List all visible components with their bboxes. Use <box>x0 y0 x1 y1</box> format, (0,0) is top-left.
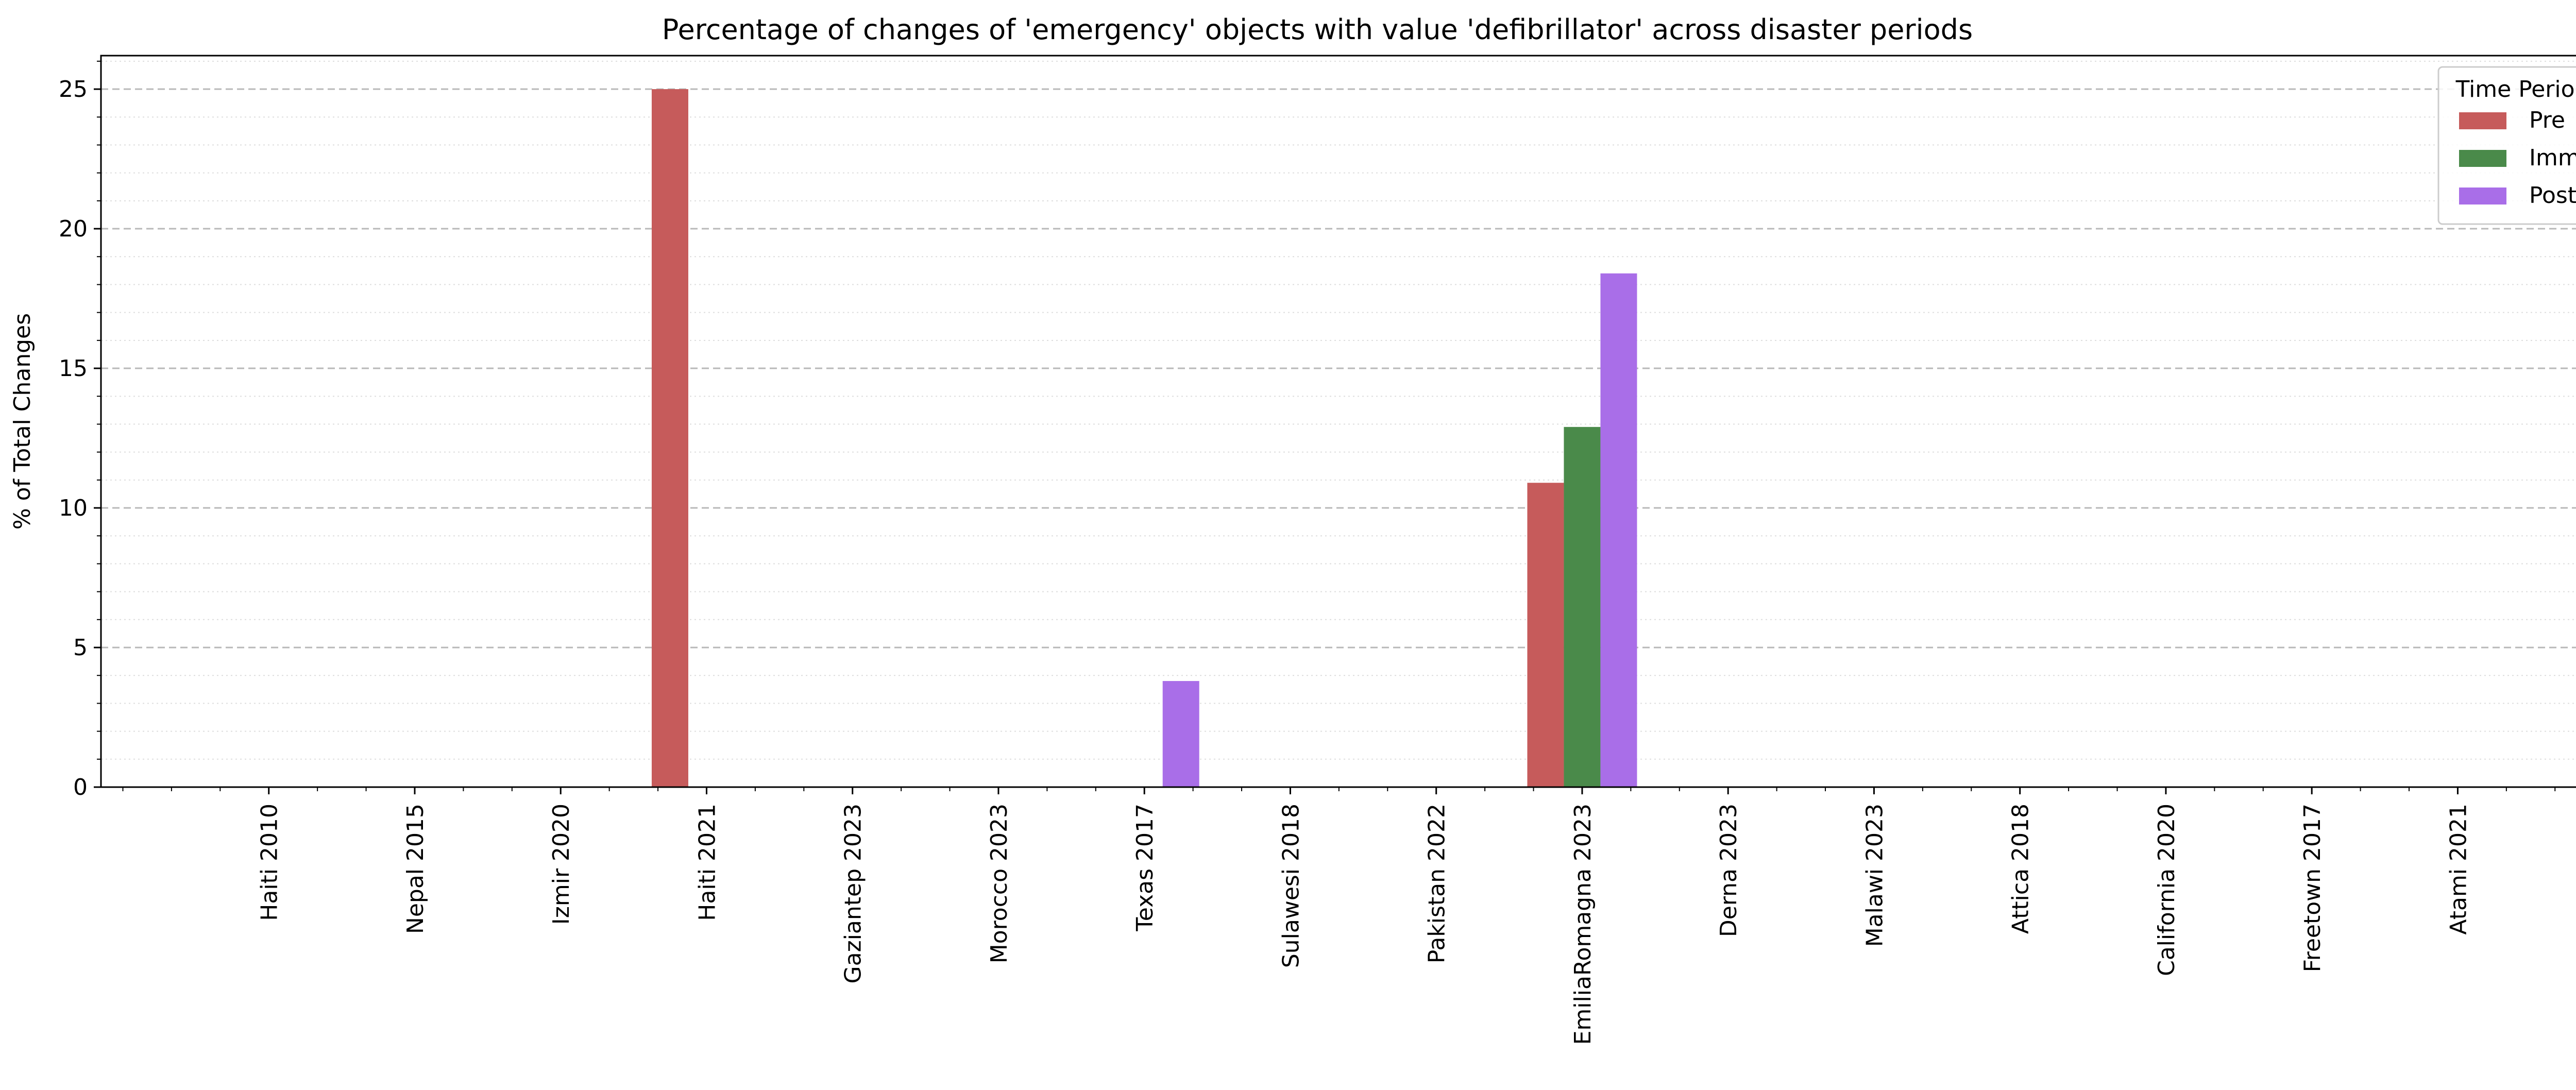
x-tick-label: Texas 2017 <box>1132 804 1158 932</box>
x-tick-label: Gaziantep 2023 <box>840 804 867 983</box>
x-axis-ticks: Haiti 2010 Nepal 2015 Izmir 2020 Haiti 2021… <box>122 787 2556 1045</box>
plot-frame <box>100 55 2576 788</box>
legend-swatch-imm <box>2459 150 2506 167</box>
x-tick-label: Nepal 2015 <box>402 804 429 934</box>
y-tick-label: 20 <box>59 216 88 242</box>
bar-post-emiliaromagna-2023 <box>1600 273 1637 787</box>
y-axis-label: % of Total Changes <box>9 313 36 530</box>
legend-swatch-pre <box>2459 112 2506 129</box>
x-tick-label: Malawi 2023 <box>1861 804 1888 947</box>
y-tick-label: 10 <box>59 495 88 521</box>
legend-label-imm: Imm <box>2529 145 2576 171</box>
bar-post-texas-2017 <box>1162 681 1199 787</box>
legend-label-post: Post <box>2529 182 2576 209</box>
x-tick-label: Atami 2021 <box>2445 804 2471 935</box>
x-tick-label: Attica 2018 <box>2008 804 2034 934</box>
bar-imm-emiliaromagna-2023 <box>1564 427 1601 787</box>
chart-title: Percentage of changes of 'emergency' obj… <box>662 13 1973 46</box>
bar-pre-haiti-2021 <box>651 89 688 787</box>
x-tick-label: EmiliaRomagna 2023 <box>1570 804 1596 1045</box>
legend-swatch-post <box>2459 188 2506 205</box>
y-tick-label: 5 <box>73 635 88 661</box>
y-axis-ticks: 0 5 10 15 20 25 <box>59 60 101 801</box>
grid-lines <box>101 60 2576 760</box>
legend-label-pre: Pre <box>2529 107 2565 133</box>
x-tick-label: Morocco 2023 <box>986 804 1012 963</box>
x-tick-label: Izmir 2020 <box>548 804 574 925</box>
x-tick-label: Haiti 2010 <box>257 804 283 921</box>
x-tick-label: Sulawesi 2018 <box>1278 804 1304 968</box>
y-tick-label: 25 <box>59 76 88 103</box>
x-tick-label: Freetown 2017 <box>2299 804 2326 972</box>
legend-title: Time Period <box>2455 76 2576 103</box>
y-tick-label: 0 <box>73 774 88 801</box>
legend: Time Period Pre Imm Post <box>2437 66 2576 225</box>
x-tick-label: Derna 2023 <box>1716 804 1742 937</box>
x-tick-label: California 2020 <box>2154 804 2180 976</box>
legend-box <box>2437 66 2576 225</box>
y-tick-label: 15 <box>59 355 88 382</box>
axes <box>100 55 2576 788</box>
bars <box>651 89 1637 787</box>
bar-pre-emiliaromagna-2023 <box>1527 483 1564 787</box>
x-tick-label: Haiti 2021 <box>694 804 720 921</box>
legend-items: Pre Imm Post <box>2459 107 2576 209</box>
x-tick-label: Pakistan 2022 <box>1424 804 1450 963</box>
